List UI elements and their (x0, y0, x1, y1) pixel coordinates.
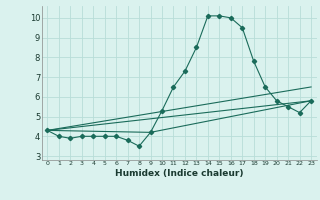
X-axis label: Humidex (Indice chaleur): Humidex (Indice chaleur) (115, 169, 244, 178)
